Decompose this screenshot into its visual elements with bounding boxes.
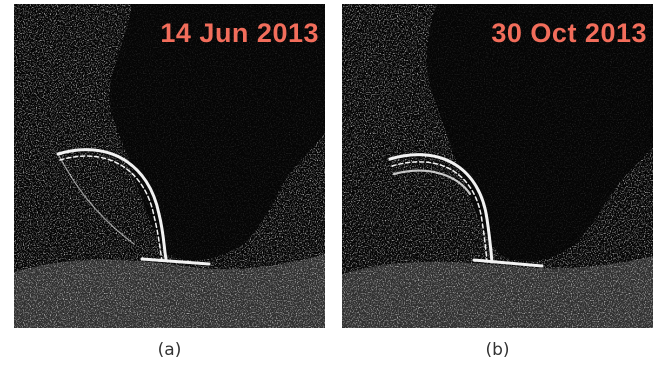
sar-image-panel-b: 30 Oct 2013 [342,4,653,328]
caption-a: (a) [157,340,182,360]
sar-image-panel-a: 14 Jun 2013 [14,4,325,328]
sar-image-a [14,4,325,328]
sar-image-b [342,4,653,328]
arch-structure [56,148,211,266]
arch-structure [388,153,544,268]
date-label: 14 Jun 2013 [160,18,319,48]
date-label: 30 Oct 2013 [491,18,647,48]
caption-b: (b) [485,340,510,360]
